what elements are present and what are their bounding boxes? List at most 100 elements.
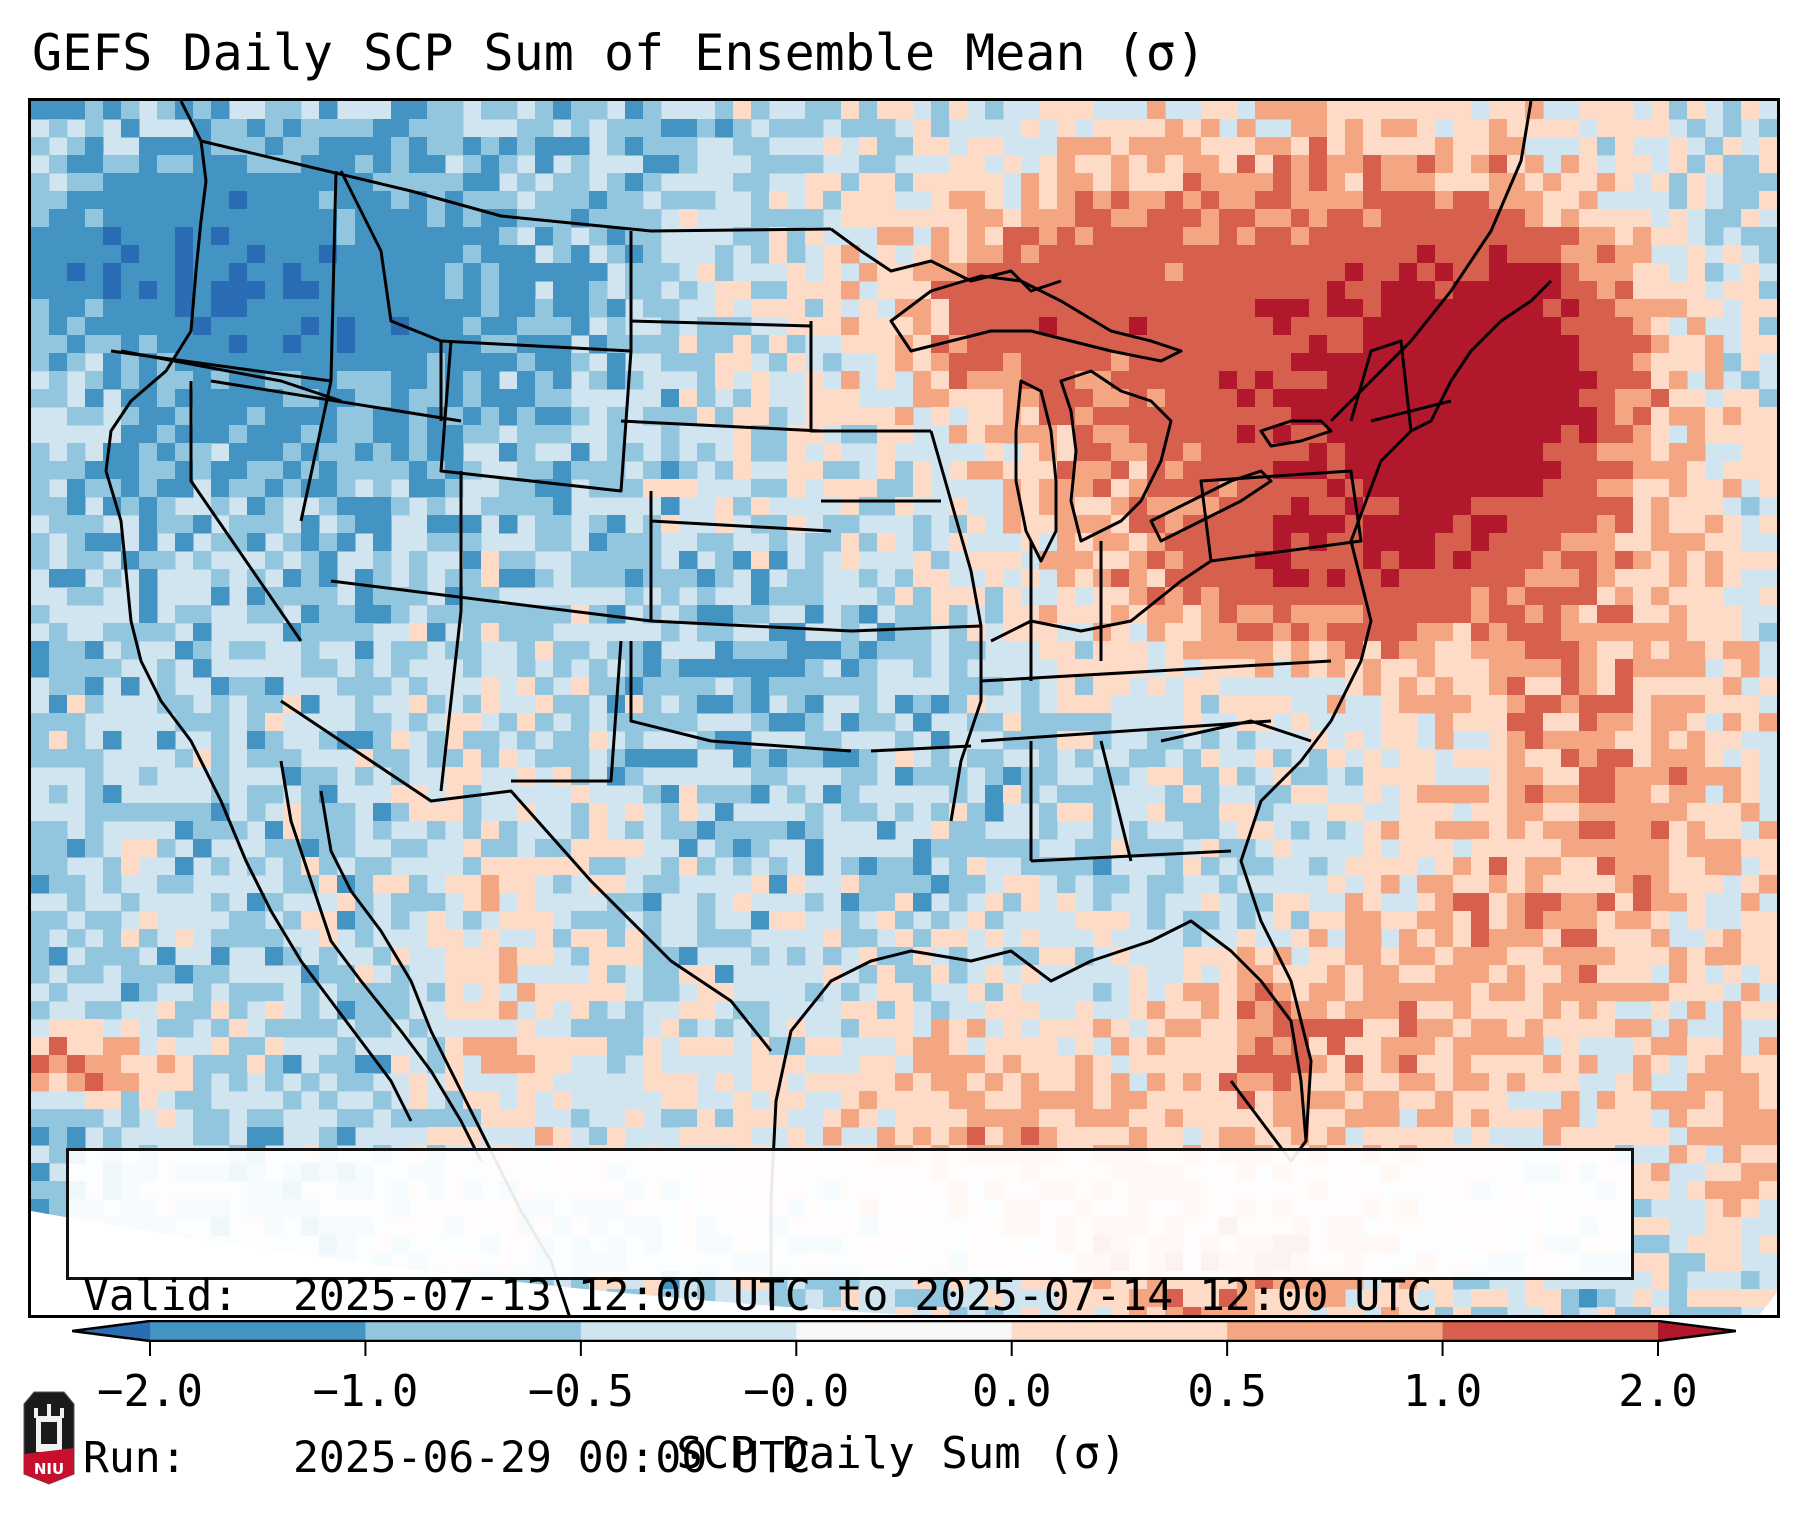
grid-cell bbox=[1417, 1109, 1436, 1128]
grid-cell bbox=[1399, 461, 1418, 480]
grid-cell bbox=[1345, 155, 1364, 174]
grid-cell bbox=[1309, 1109, 1328, 1128]
grid-cell bbox=[1579, 191, 1598, 210]
grid-cell bbox=[409, 803, 428, 822]
grid-cell bbox=[1291, 119, 1310, 138]
grid-cell bbox=[1345, 299, 1364, 318]
grid-cell bbox=[1561, 1019, 1580, 1038]
grid-cell bbox=[877, 587, 896, 606]
grid-cell bbox=[85, 119, 104, 138]
grid-cell bbox=[805, 533, 824, 552]
grid-cell bbox=[1525, 821, 1544, 840]
grid-cell bbox=[283, 479, 302, 498]
grid-cell bbox=[481, 1001, 500, 1020]
grid-cell bbox=[1435, 605, 1454, 624]
grid-cell bbox=[1777, 479, 1780, 498]
grid-cell bbox=[1615, 155, 1634, 174]
grid-cell bbox=[1525, 893, 1544, 912]
grid-cell bbox=[1111, 1037, 1130, 1056]
grid-cell bbox=[643, 965, 662, 984]
grid-cell bbox=[1273, 227, 1292, 246]
grid-cell bbox=[1723, 407, 1742, 426]
grid-cell bbox=[1255, 1037, 1274, 1056]
grid-cell bbox=[1165, 983, 1184, 1002]
grid-cell bbox=[1615, 335, 1634, 354]
grid-cell bbox=[1777, 677, 1780, 696]
grid-cell bbox=[463, 317, 482, 336]
grid-cell bbox=[1561, 605, 1580, 624]
grid-cell bbox=[1417, 1127, 1436, 1146]
grid-cell bbox=[877, 479, 896, 498]
grid-cell bbox=[1417, 803, 1436, 822]
grid-cell bbox=[1633, 947, 1652, 966]
grid-cell bbox=[1669, 659, 1688, 678]
grid-cell bbox=[1741, 551, 1760, 570]
grid-cell bbox=[1759, 1001, 1778, 1020]
grid-cell bbox=[571, 983, 590, 1002]
grid-cell bbox=[643, 119, 662, 138]
grid-cell bbox=[1237, 209, 1256, 228]
grid-cell bbox=[1327, 1073, 1346, 1092]
grid-cell bbox=[337, 1127, 356, 1146]
grid-cell bbox=[1705, 479, 1724, 498]
grid-cell bbox=[1633, 1307, 1652, 1318]
grid-cell bbox=[67, 1127, 86, 1146]
grid-cell bbox=[1723, 1001, 1742, 1020]
grid-cell bbox=[1615, 1307, 1634, 1318]
grid-cell bbox=[355, 857, 374, 876]
grid-cell bbox=[1687, 1307, 1706, 1318]
grid-cell bbox=[1687, 875, 1706, 894]
grid-cell bbox=[1435, 785, 1454, 804]
grid-cell bbox=[1579, 479, 1598, 498]
grid-cell bbox=[1705, 155, 1724, 174]
grid-cell bbox=[1129, 407, 1148, 426]
grid-cell bbox=[139, 137, 158, 156]
grid-cell bbox=[1147, 1109, 1166, 1128]
grid-cell bbox=[1543, 389, 1562, 408]
grid-cell bbox=[157, 1001, 176, 1020]
grid-cell bbox=[1129, 983, 1148, 1002]
grid-cell bbox=[1003, 1055, 1022, 1074]
grid-cell bbox=[535, 461, 554, 480]
grid-cell bbox=[787, 1055, 806, 1074]
grid-cell bbox=[1651, 335, 1670, 354]
grid-cell bbox=[157, 371, 176, 390]
grid-cell bbox=[733, 407, 752, 426]
grid-cell bbox=[1147, 407, 1166, 426]
grid-cell bbox=[931, 299, 950, 318]
grid-cell bbox=[391, 1055, 410, 1074]
grid-cell bbox=[373, 155, 392, 174]
grid-cell bbox=[535, 623, 554, 642]
grid-cell bbox=[841, 335, 860, 354]
grid-cell bbox=[517, 551, 536, 570]
grid-cell bbox=[1525, 353, 1544, 372]
grid-cell bbox=[1651, 1271, 1670, 1290]
grid-cell bbox=[1579, 407, 1598, 426]
grid-cell bbox=[1633, 677, 1652, 696]
grid-cell bbox=[715, 299, 734, 318]
grid-cell bbox=[1489, 497, 1508, 516]
grid-cell bbox=[1399, 245, 1418, 264]
grid-cell bbox=[157, 659, 176, 678]
grid-cell bbox=[589, 1019, 608, 1038]
grid-cell bbox=[625, 1037, 644, 1056]
grid-cell bbox=[1093, 119, 1112, 138]
grid-cell bbox=[1597, 803, 1616, 822]
grid-cell bbox=[1435, 551, 1454, 570]
grid-cell bbox=[49, 641, 68, 660]
grid-cell bbox=[679, 479, 698, 498]
grid-cell bbox=[265, 137, 284, 156]
grid-cell bbox=[373, 821, 392, 840]
grid-cell bbox=[787, 245, 806, 264]
grid-cell bbox=[841, 119, 860, 138]
grid-cell bbox=[1273, 317, 1292, 336]
grid-cell bbox=[1327, 965, 1346, 984]
grid-cell bbox=[517, 137, 536, 156]
grid-cell bbox=[1273, 299, 1292, 318]
grid-cell bbox=[1453, 155, 1472, 174]
grid-cell bbox=[1669, 749, 1688, 768]
grid-cell bbox=[697, 263, 716, 282]
grid-cell bbox=[211, 1109, 230, 1128]
grid-cell bbox=[31, 461, 50, 480]
grid-cell bbox=[1057, 533, 1076, 552]
